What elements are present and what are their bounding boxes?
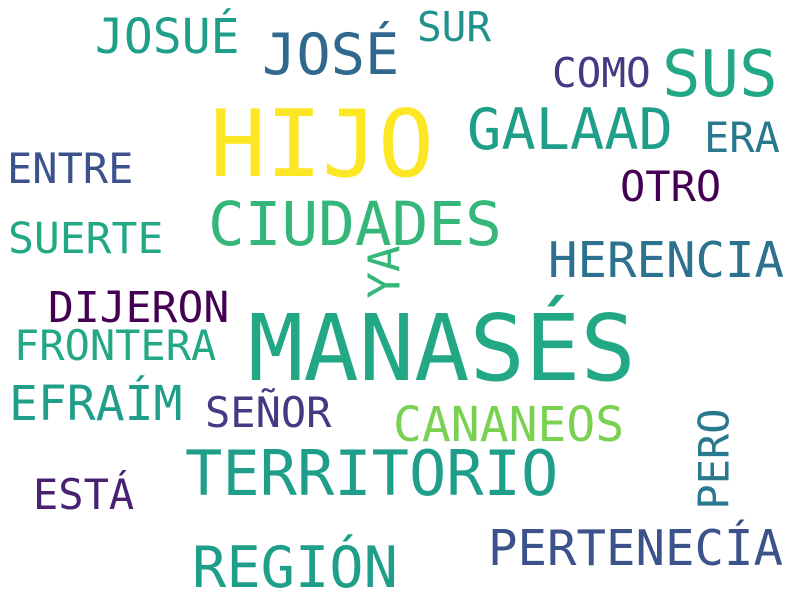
- word-esta: ESTÁ: [33, 470, 135, 519]
- word-como: COMO: [552, 49, 651, 97]
- word-pertenecia: PERTENECÍA: [488, 520, 784, 577]
- word-region: REGIÓN: [192, 535, 398, 600]
- word-herencia: HERENCIA: [548, 232, 785, 289]
- word-sur: SUR: [417, 3, 492, 51]
- word-era: ERA: [704, 113, 780, 162]
- word-sus: SUS: [662, 38, 778, 112]
- word-pero: PERO: [689, 408, 739, 510]
- word-suerte: SUERTE: [8, 214, 164, 264]
- word-manases: MANASÉS: [248, 295, 636, 402]
- word-ya: YA: [359, 245, 411, 299]
- word-ciudades: CIUDADES: [208, 189, 502, 260]
- word-jose: JOSÉ: [262, 22, 400, 88]
- word-senor: SEÑOR: [205, 388, 332, 437]
- word-entre: ENTRE: [7, 144, 134, 193]
- word-efraim: EFRAÍM: [9, 376, 183, 432]
- word-frontera: FRONTERA: [14, 321, 217, 370]
- word-territorio: TERRITORIO: [185, 437, 559, 510]
- word-dijeron: DIJERON: [48, 283, 230, 333]
- word-cananeos: CANANEOS: [393, 397, 625, 453]
- word-galaad: GALAAD: [467, 97, 673, 163]
- word-josue: JOSUÉ: [95, 9, 240, 65]
- word-otro: OTRO: [620, 162, 722, 211]
- word-hijo: HIJO: [210, 90, 434, 198]
